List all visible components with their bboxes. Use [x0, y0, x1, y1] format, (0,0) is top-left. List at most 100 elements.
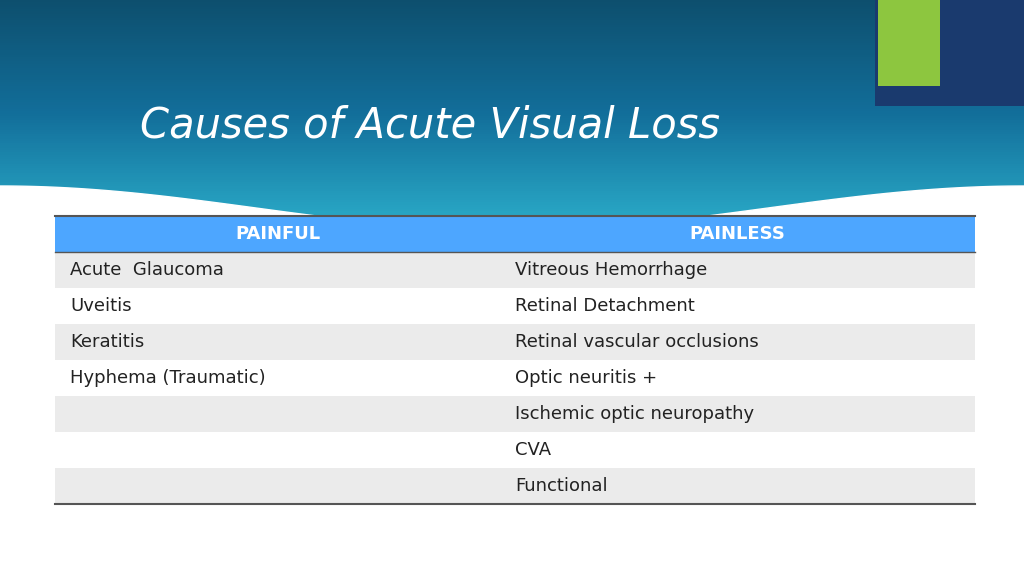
Text: Keratitis: Keratitis: [70, 333, 144, 351]
FancyBboxPatch shape: [0, 207, 1024, 209]
FancyBboxPatch shape: [0, 55, 1024, 57]
FancyBboxPatch shape: [0, 123, 1024, 125]
Text: CVA: CVA: [515, 441, 551, 459]
FancyBboxPatch shape: [0, 100, 1024, 103]
FancyBboxPatch shape: [55, 216, 975, 252]
FancyBboxPatch shape: [0, 50, 1024, 52]
FancyBboxPatch shape: [55, 396, 975, 432]
FancyBboxPatch shape: [0, 12, 1024, 14]
FancyBboxPatch shape: [0, 164, 1024, 166]
FancyBboxPatch shape: [0, 32, 1024, 34]
FancyBboxPatch shape: [0, 105, 1024, 107]
FancyBboxPatch shape: [0, 209, 1024, 211]
FancyBboxPatch shape: [0, 62, 1024, 63]
Text: Retinal vascular occlusions: Retinal vascular occlusions: [515, 333, 759, 351]
FancyBboxPatch shape: [0, 5, 1024, 7]
FancyBboxPatch shape: [0, 39, 1024, 41]
FancyBboxPatch shape: [55, 252, 975, 288]
FancyBboxPatch shape: [0, 34, 1024, 36]
FancyBboxPatch shape: [0, 191, 1024, 193]
FancyBboxPatch shape: [0, 152, 1024, 154]
FancyBboxPatch shape: [0, 161, 1024, 164]
FancyBboxPatch shape: [0, 68, 1024, 70]
FancyBboxPatch shape: [0, 141, 1024, 143]
FancyBboxPatch shape: [0, 66, 1024, 68]
FancyBboxPatch shape: [0, 159, 1024, 161]
FancyBboxPatch shape: [55, 468, 975, 504]
FancyBboxPatch shape: [0, 41, 1024, 43]
FancyBboxPatch shape: [874, 0, 1024, 106]
Text: Acute  Glaucoma: Acute Glaucoma: [70, 261, 224, 279]
FancyBboxPatch shape: [0, 75, 1024, 77]
FancyBboxPatch shape: [0, 22, 1024, 25]
FancyBboxPatch shape: [0, 204, 1024, 207]
FancyBboxPatch shape: [0, 173, 1024, 175]
FancyBboxPatch shape: [0, 82, 1024, 84]
FancyBboxPatch shape: [0, 143, 1024, 145]
FancyBboxPatch shape: [0, 130, 1024, 132]
FancyBboxPatch shape: [0, 57, 1024, 59]
FancyBboxPatch shape: [0, 36, 1024, 39]
FancyBboxPatch shape: [0, 154, 1024, 157]
FancyBboxPatch shape: [0, 25, 1024, 27]
FancyBboxPatch shape: [0, 48, 1024, 50]
FancyBboxPatch shape: [0, 223, 1024, 225]
FancyBboxPatch shape: [0, 170, 1024, 173]
Text: PAINLESS: PAINLESS: [689, 225, 785, 243]
FancyBboxPatch shape: [0, 0, 1024, 2]
FancyBboxPatch shape: [55, 288, 975, 324]
FancyBboxPatch shape: [0, 120, 1024, 123]
FancyBboxPatch shape: [0, 211, 1024, 214]
FancyBboxPatch shape: [0, 63, 1024, 66]
FancyBboxPatch shape: [0, 2, 1024, 5]
FancyBboxPatch shape: [0, 187, 1024, 188]
FancyBboxPatch shape: [0, 7, 1024, 9]
Text: PAINFUL: PAINFUL: [234, 225, 321, 243]
FancyBboxPatch shape: [0, 59, 1024, 61]
FancyBboxPatch shape: [878, 0, 940, 86]
FancyBboxPatch shape: [0, 134, 1024, 137]
FancyBboxPatch shape: [0, 79, 1024, 82]
FancyBboxPatch shape: [0, 127, 1024, 130]
FancyBboxPatch shape: [0, 200, 1024, 202]
FancyBboxPatch shape: [0, 166, 1024, 168]
Text: Optic neuritis +: Optic neuritis +: [515, 369, 657, 387]
FancyBboxPatch shape: [0, 175, 1024, 177]
FancyBboxPatch shape: [0, 21, 1024, 22]
FancyBboxPatch shape: [0, 46, 1024, 48]
Text: Ischemic optic neuropathy: Ischemic optic neuropathy: [515, 405, 754, 423]
FancyBboxPatch shape: [0, 16, 1024, 18]
FancyBboxPatch shape: [0, 89, 1024, 91]
Text: Hyphema (Traumatic): Hyphema (Traumatic): [70, 369, 265, 387]
FancyBboxPatch shape: [0, 177, 1024, 180]
FancyBboxPatch shape: [0, 137, 1024, 139]
FancyBboxPatch shape: [0, 195, 1024, 198]
FancyBboxPatch shape: [0, 125, 1024, 127]
FancyBboxPatch shape: [0, 193, 1024, 195]
FancyBboxPatch shape: [0, 182, 1024, 184]
FancyBboxPatch shape: [0, 218, 1024, 221]
Text: Functional: Functional: [515, 477, 607, 495]
FancyBboxPatch shape: [0, 14, 1024, 16]
FancyBboxPatch shape: [0, 188, 1024, 191]
Text: Causes of Acute Visual Loss: Causes of Acute Visual Loss: [140, 105, 720, 147]
FancyBboxPatch shape: [0, 93, 1024, 96]
FancyBboxPatch shape: [0, 132, 1024, 134]
FancyBboxPatch shape: [0, 18, 1024, 20]
FancyBboxPatch shape: [0, 118, 1024, 120]
FancyBboxPatch shape: [0, 221, 1024, 223]
FancyBboxPatch shape: [0, 168, 1024, 170]
Text: Uveitis: Uveitis: [70, 297, 132, 315]
Text: Vitreous Hemorrhage: Vitreous Hemorrhage: [515, 261, 708, 279]
FancyBboxPatch shape: [0, 84, 1024, 86]
FancyBboxPatch shape: [0, 77, 1024, 79]
FancyBboxPatch shape: [0, 98, 1024, 100]
FancyBboxPatch shape: [0, 202, 1024, 204]
Text: Retinal Detachment: Retinal Detachment: [515, 297, 694, 315]
FancyBboxPatch shape: [0, 73, 1024, 75]
FancyBboxPatch shape: [0, 116, 1024, 118]
FancyBboxPatch shape: [0, 147, 1024, 150]
FancyBboxPatch shape: [0, 29, 1024, 32]
FancyBboxPatch shape: [0, 157, 1024, 159]
FancyBboxPatch shape: [0, 150, 1024, 152]
